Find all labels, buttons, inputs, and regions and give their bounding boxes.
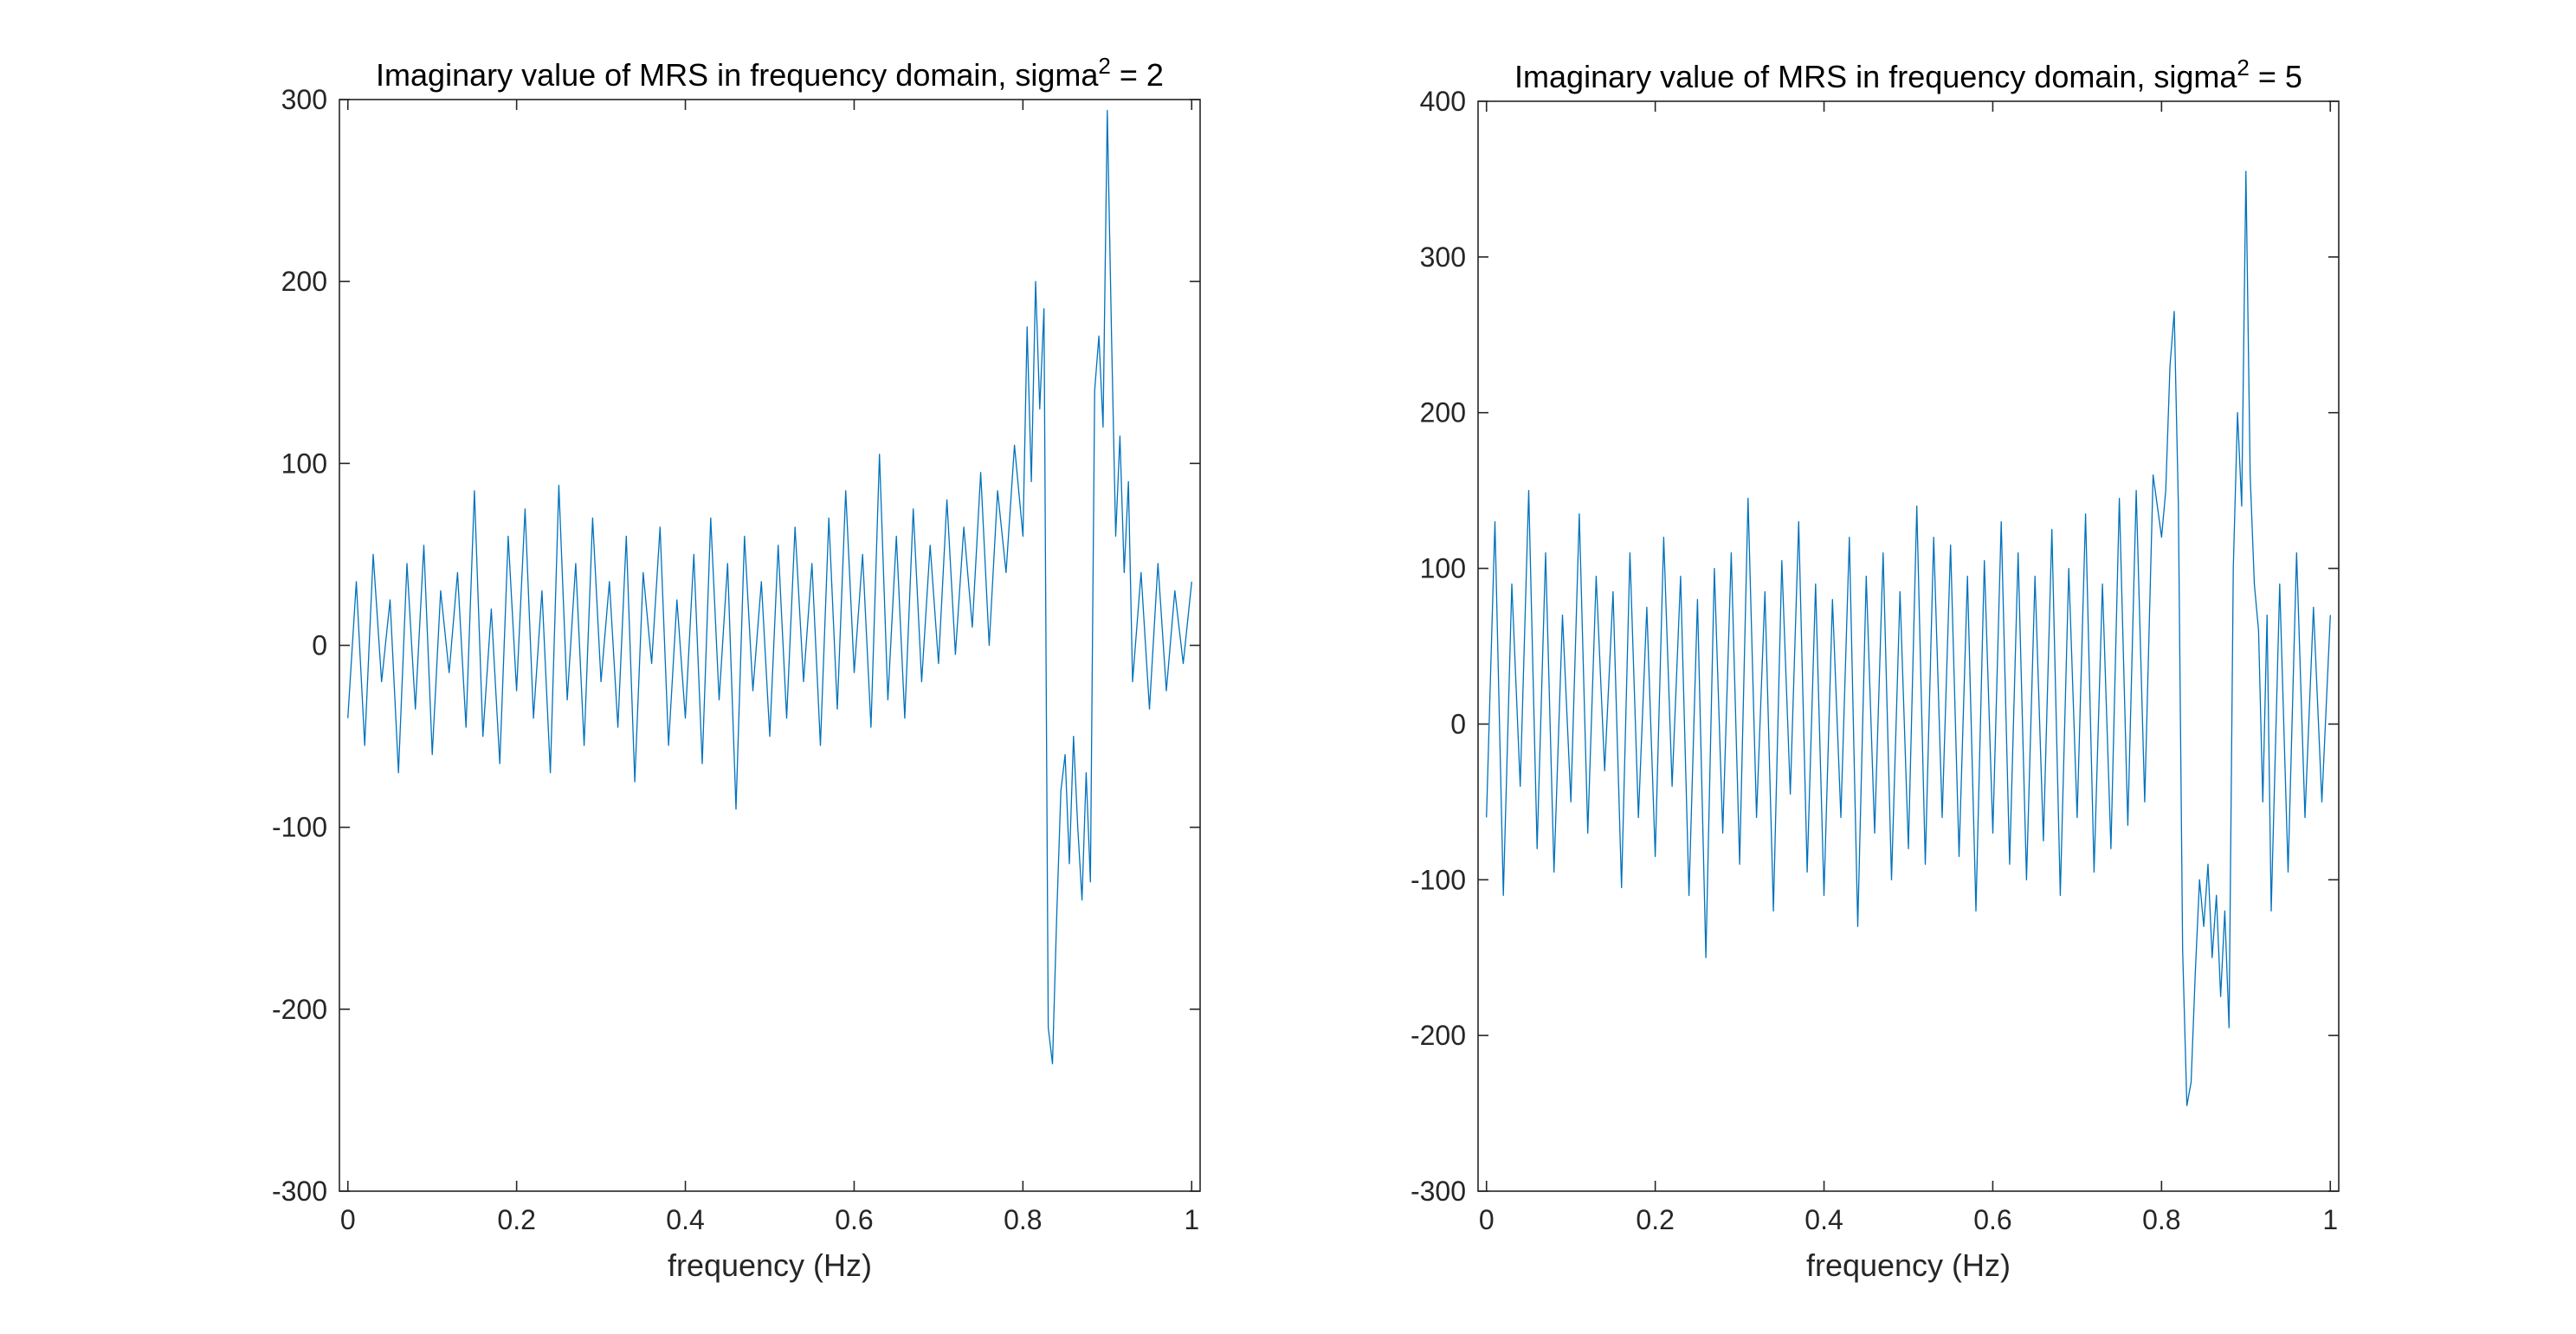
right-chart-x-ticks: 0 0.2 0.4 0.6 0.8 1: [1479, 101, 2338, 1235]
left-chart-x-tick-label: 0: [340, 1204, 356, 1235]
right-chart-x-tick-label: 0.8: [2142, 1204, 2180, 1235]
left-chart-y-tick-label: -300: [272, 1176, 327, 1207]
right-chart-x-tick-label: 0.2: [1636, 1204, 1674, 1235]
left-chart-y-tick-label: 200: [281, 266, 327, 297]
right-chart-y-tick-label: 0: [1450, 708, 1466, 739]
right-chart-x-tick-label: 0: [1479, 1204, 1495, 1235]
right-chart-y-tick-label: 300: [1420, 242, 1466, 273]
right-chart-y-tick-label: 200: [1420, 397, 1466, 429]
left-chart-plot-frame: [339, 99, 1201, 1192]
left-chart-x-axis-label: frequency (Hz): [668, 1247, 872, 1283]
right-chart: Imaginary value of MRS in frequency doma…: [1411, 55, 2340, 1283]
right-chart-y-tick-label: -100: [1411, 864, 1466, 895]
right-chart-y-tick-label: 100: [1420, 553, 1466, 584]
right-chart-x-tick-label: 1: [2322, 1204, 2338, 1235]
right-chart-y-tick-label: -300: [1411, 1176, 1466, 1207]
left-chart-y-tick-label: -200: [272, 994, 327, 1025]
left-chart-x-tick-label: 0.6: [835, 1204, 873, 1235]
right-chart-x-tick-label: 0.6: [1973, 1204, 2011, 1235]
right-chart-title: Imaginary value of MRS in frequency doma…: [1514, 55, 2302, 94]
left-chart-title: Imaginary value of MRS in frequency doma…: [376, 53, 1164, 93]
right-chart-y-tick-label: 400: [1420, 86, 1466, 117]
left-chart: Imaginary value of MRS in frequency doma…: [272, 53, 1201, 1283]
right-chart-plot-frame: [1477, 100, 2340, 1192]
left-chart-x-tick-label: 0.4: [666, 1204, 704, 1235]
left-chart-x-tick-label: 0.8: [1004, 1204, 1042, 1235]
left-chart-x-tick-label: 0.2: [497, 1204, 535, 1235]
right-chart-x-axis-label: frequency (Hz): [1806, 1247, 2011, 1283]
left-chart-y-ticks: -300 -200 -100 0 100 200 300: [272, 84, 1200, 1207]
left-chart-y-tick-label: -100: [272, 812, 327, 843]
left-chart-x-tick-label: 1: [1184, 1204, 1199, 1235]
left-chart-series-line: [347, 109, 1192, 1065]
right-chart-series-line: [1486, 171, 2331, 1106]
left-chart-y-tick-label: 0: [312, 630, 327, 661]
right-chart-y-tick-label: -200: [1411, 1020, 1466, 1051]
right-chart-y-ticks: -300 -200 -100 0 100 200 300 400: [1411, 86, 2339, 1207]
left-chart-y-tick-label: 100: [281, 448, 327, 479]
left-chart-y-tick-label: 300: [281, 84, 327, 115]
left-chart-x-ticks: 0 0.2 0.4 0.6 0.8 1: [340, 100, 1199, 1235]
right-chart-x-tick-label: 0.4: [1804, 1204, 1843, 1235]
